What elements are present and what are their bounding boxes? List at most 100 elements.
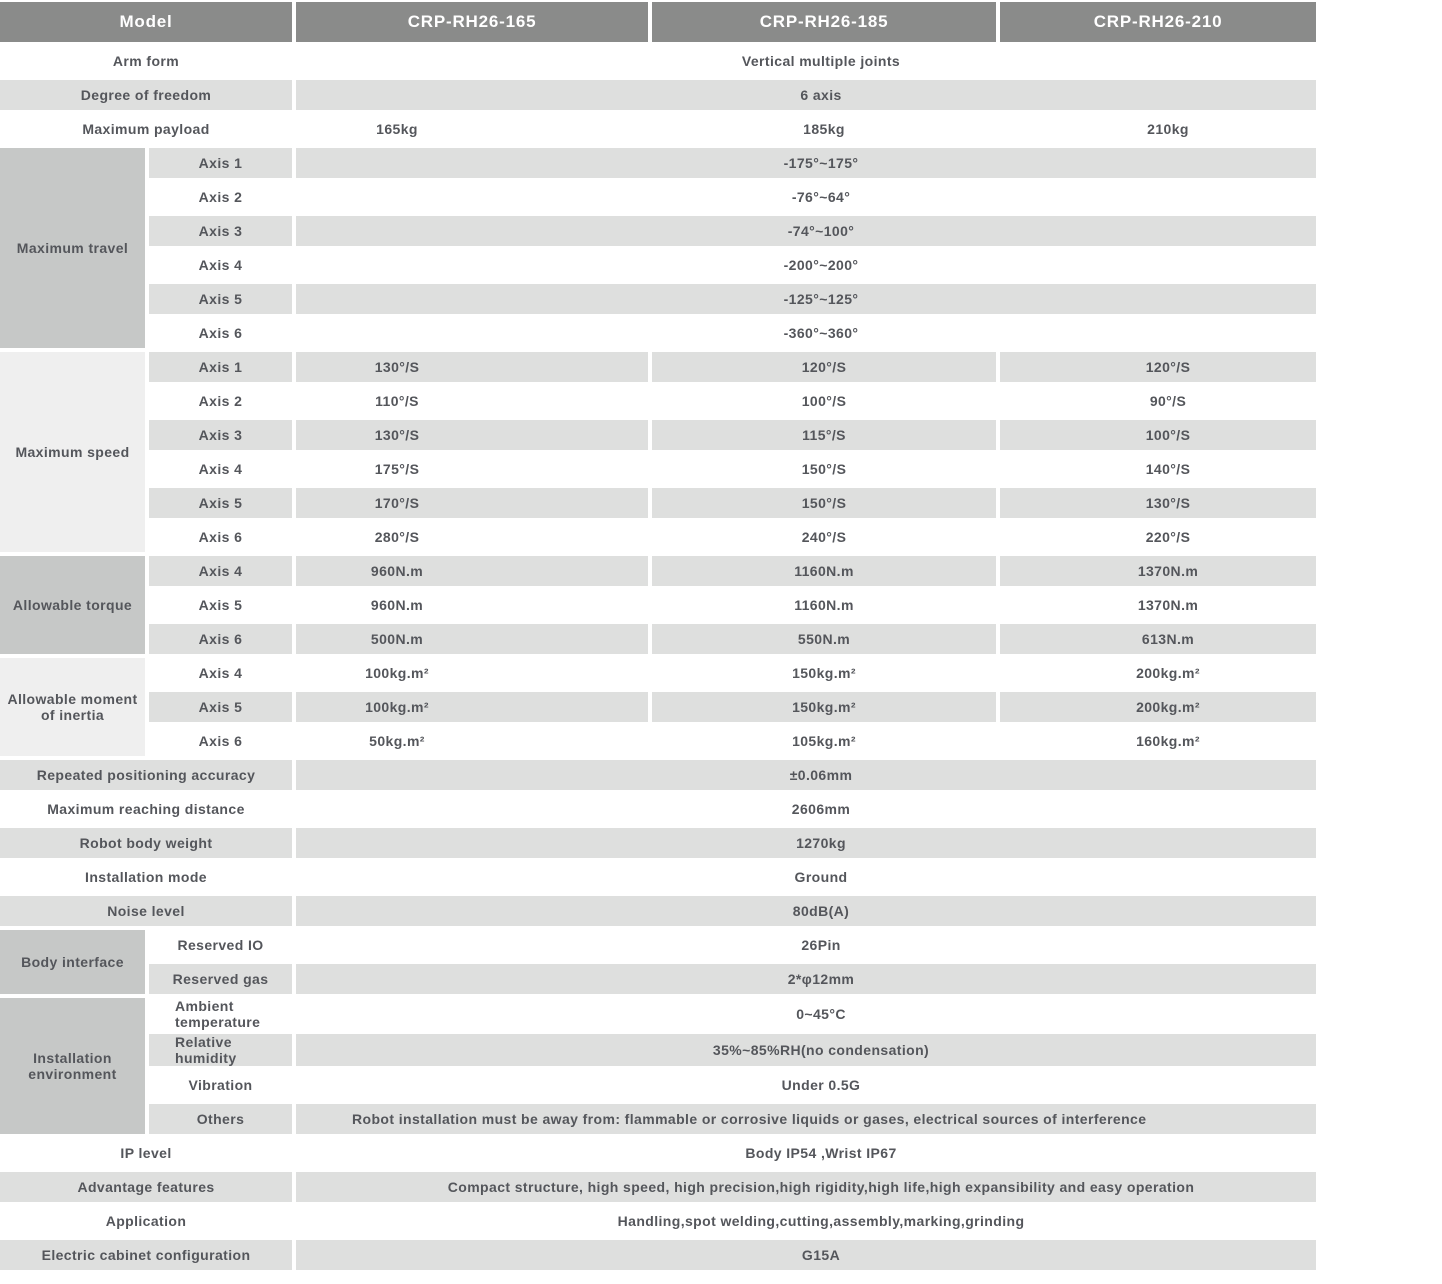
axis-label: Axis 2 bbox=[149, 182, 293, 212]
sub-row-label: Reserved IO bbox=[149, 930, 293, 960]
column-header-model-165: CRP-RH26-165 bbox=[296, 2, 649, 42]
spec-value: 165kg bbox=[296, 114, 649, 144]
table-row: Reserved gas 2*φ12mm bbox=[0, 964, 1317, 994]
row-label: Maximum payload bbox=[0, 114, 293, 144]
spec-value: 110°/S bbox=[296, 386, 649, 416]
sub-row-label: Relative humidity bbox=[149, 1034, 293, 1067]
spec-value: 150°/S bbox=[652, 488, 997, 518]
axis-label: Axis 6 bbox=[149, 726, 293, 756]
spec-value: Compact structure, high speed, high prec… bbox=[296, 1172, 1317, 1203]
table-row: Noise level 80dB(A) bbox=[0, 896, 1317, 926]
spec-value: 160kg.m² bbox=[1000, 726, 1317, 756]
spec-value: 200kg.m² bbox=[1000, 658, 1317, 688]
table-row: Axis 5 100kg.m² 150kg.m² 200kg.m² bbox=[0, 692, 1317, 722]
axis-label: Axis 6 bbox=[149, 318, 293, 348]
spec-value: Ground bbox=[296, 862, 1317, 892]
axis-label: Axis 5 bbox=[149, 488, 293, 518]
spec-value: 6 axis bbox=[296, 80, 1317, 110]
spec-value: 150°/S bbox=[652, 454, 997, 484]
spec-value: -200°~200° bbox=[296, 250, 1317, 280]
table-row: Vibration Under 0.5G bbox=[0, 1070, 1317, 1101]
table-row: Axis 6 500N.m 550N.m 613N.m bbox=[0, 624, 1317, 654]
axis-label: Axis 4 bbox=[149, 250, 293, 280]
table-row: Repeated positioning accuracy ±0.06mm bbox=[0, 760, 1317, 790]
column-header-model-185: CRP-RH26-185 bbox=[652, 2, 997, 42]
spec-value: 550N.m bbox=[652, 624, 997, 654]
spec-value: Body IP54 ,Wrist IP67 bbox=[296, 1138, 1317, 1169]
spec-value: 100°/S bbox=[1000, 420, 1317, 450]
category-label-installation-environment: Installation environment bbox=[0, 998, 145, 1135]
spec-value: -175°~175° bbox=[296, 148, 1317, 178]
spec-value: 1160N.m bbox=[652, 556, 997, 586]
spec-value: -74°~100° bbox=[296, 216, 1317, 246]
table-row: Maximum reaching distance 2606mm bbox=[0, 794, 1317, 824]
table-row: Body interface Reserved IO 26Pin bbox=[0, 930, 1317, 994]
spec-value: 220°/S bbox=[1000, 522, 1317, 552]
spec-value: 100kg.m² bbox=[296, 658, 649, 688]
axis-label: Axis 2 bbox=[149, 386, 293, 416]
axis-label: Axis 6 bbox=[149, 624, 293, 654]
spec-value: Robot installation must be away from: fl… bbox=[296, 1104, 1317, 1135]
sub-row-label: Reserved gas bbox=[149, 964, 293, 994]
table-row: Robot body weight 1270kg bbox=[0, 828, 1317, 858]
axis-label: Axis 4 bbox=[149, 658, 293, 688]
table-row: Axis 5 960N.m 1160N.m 1370N.m bbox=[0, 590, 1317, 620]
spec-value: 2606mm bbox=[296, 794, 1317, 824]
row-label: Degree of freedom bbox=[0, 80, 293, 110]
spec-value: 170°/S bbox=[296, 488, 649, 518]
category-label-maximum-travel: Maximum travel bbox=[0, 148, 145, 348]
spec-value: 1370N.m bbox=[1000, 556, 1317, 586]
table-row: Allowable moment of inertia Axis 4 100kg… bbox=[0, 658, 1317, 756]
table-row: Axis 4 -200°~200° bbox=[0, 250, 1317, 280]
table-row: IP level Body IP54 ,Wrist IP67 bbox=[0, 1138, 1317, 1169]
spec-value: -360°~360° bbox=[296, 318, 1317, 348]
spec-value: 105kg.m² bbox=[652, 726, 997, 756]
spec-value: 1160N.m bbox=[652, 590, 997, 620]
category-label-allowable-torque: Allowable torque bbox=[0, 556, 145, 654]
table-row: Arm form Vertical multiple joints bbox=[0, 46, 1317, 76]
table-row: Installation mode Ground bbox=[0, 862, 1317, 892]
row-label: Robot body weight bbox=[0, 828, 293, 858]
spec-value: Handling,spot welding,cutting,assembly,m… bbox=[296, 1206, 1317, 1237]
spec-value: 120°/S bbox=[652, 352, 997, 382]
axis-label: Axis 1 bbox=[149, 148, 293, 178]
row-label: Application bbox=[0, 1206, 293, 1237]
axis-label: Axis 5 bbox=[149, 284, 293, 314]
spec-value: 500N.m bbox=[296, 624, 649, 654]
axis-label: Axis 5 bbox=[149, 590, 293, 620]
spec-value: 115°/S bbox=[652, 420, 997, 450]
category-label-maximum-speed: Maximum speed bbox=[0, 352, 145, 552]
table-row: Application Handling,spot welding,cuttin… bbox=[0, 1206, 1317, 1237]
spec-value: 130°/S bbox=[296, 352, 649, 382]
spec-value: 185kg bbox=[652, 114, 997, 144]
spec-value: Vertical multiple joints bbox=[296, 46, 1317, 76]
table-row: Axis 3 -74°~100° bbox=[0, 216, 1317, 246]
table-row: Axis 4 175°/S 150°/S 140°/S bbox=[0, 454, 1317, 484]
table-row: Installation environment Ambient tempera… bbox=[0, 998, 1317, 1135]
table-row: Axis 2 -76°~64° bbox=[0, 182, 1317, 212]
row-label: Noise level bbox=[0, 896, 293, 926]
axis-label: Axis 6 bbox=[149, 522, 293, 552]
table-row: Axis 5 -125°~125° bbox=[0, 284, 1317, 314]
spec-value: 26Pin bbox=[296, 930, 1317, 960]
spec-value: 130°/S bbox=[296, 420, 649, 450]
spec-value: 80dB(A) bbox=[296, 896, 1317, 926]
spec-value: ±0.06mm bbox=[296, 760, 1317, 790]
row-label: Installation mode bbox=[0, 862, 293, 892]
table-row: Degree of freedom 6 axis bbox=[0, 80, 1317, 110]
table-row: Axis 2 110°/S 100°/S 90°/S bbox=[0, 386, 1317, 416]
table-row: Others Robot installation must be away f… bbox=[0, 1104, 1317, 1135]
axis-label: Axis 3 bbox=[149, 216, 293, 246]
spec-value: 240°/S bbox=[652, 522, 997, 552]
row-label: IP level bbox=[0, 1138, 293, 1169]
spec-value: 175°/S bbox=[296, 454, 649, 484]
spec-value: 613N.m bbox=[1000, 624, 1317, 654]
spec-value: 960N.m bbox=[296, 590, 649, 620]
spec-value: 2*φ12mm bbox=[296, 964, 1317, 994]
row-label: Electric cabinet configuration bbox=[0, 1240, 293, 1271]
table-row: Axis 3 130°/S 115°/S 100°/S bbox=[0, 420, 1317, 450]
row-label: Maximum reaching distance bbox=[0, 794, 293, 824]
table-row: Axis 6 -360°~360° bbox=[0, 318, 1317, 348]
spec-value: 1270kg bbox=[296, 828, 1317, 858]
spec-value: 100kg.m² bbox=[296, 692, 649, 722]
